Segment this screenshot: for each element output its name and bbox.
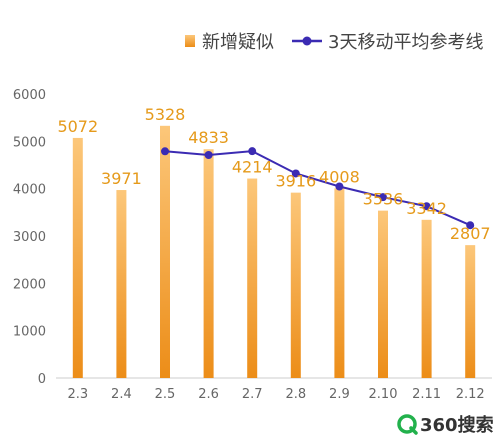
legend: 新增疑似 3天移动平均参考线 <box>185 32 483 53</box>
bar-value-label: 3342 <box>406 199 447 218</box>
x-tick-label: 2.4 <box>111 387 132 402</box>
bar <box>203 149 214 378</box>
y-axis: 0 1000 2000 3000 4000 5000 6000 <box>13 88 46 387</box>
bar-value-label: 2807 <box>450 224 491 243</box>
x-tick-label: 2.10 <box>369 387 398 402</box>
legend-bar-swatch <box>185 35 195 47</box>
x-tick-label: 2.7 <box>242 387 263 402</box>
bar-value-label: 4833 <box>188 128 229 147</box>
360-search-logo-icon <box>397 414 418 435</box>
y-tick-label: 0 <box>38 372 46 387</box>
bar-series <box>72 125 476 378</box>
bar-value-label: 3536 <box>363 190 404 209</box>
y-tick-label: 4000 <box>13 183 46 198</box>
bar <box>72 137 83 378</box>
bar <box>116 190 127 378</box>
y-tick-label: 1000 <box>13 325 46 340</box>
moving-average-point <box>204 151 213 160</box>
bar-value-label: 3971 <box>101 169 142 188</box>
x-tick-label: 2.9 <box>329 387 350 402</box>
moving-average-point <box>466 221 475 230</box>
bar <box>334 188 345 378</box>
y-tick-label: 6000 <box>13 88 46 103</box>
brand-text: 360搜索 <box>420 414 494 436</box>
legend-line-marker <box>302 36 312 46</box>
x-tick-label: 2.6 <box>198 387 219 402</box>
x-tick-label: 2.12 <box>456 387 485 402</box>
bar <box>465 245 476 378</box>
x-tick-label: 2.3 <box>67 387 88 402</box>
bar <box>160 125 170 378</box>
bar <box>247 178 258 378</box>
bar <box>290 192 301 378</box>
moving-average-point <box>379 193 387 202</box>
moving-average-point <box>291 169 300 178</box>
bar-value-label: 3916 <box>275 172 316 191</box>
x-tick-label: 2.11 <box>412 387 441 402</box>
bar-value-label: 4008 <box>319 167 360 186</box>
bar-value-label: 4214 <box>232 158 273 177</box>
x-axis: 2.3 2.4 2.5 2.6 2.7 2.8 2.9 2.10 2.11 2.12 <box>56 377 492 402</box>
moving-average-line <box>164 150 471 227</box>
moving-average-point <box>248 147 257 156</box>
legend-bar-label: 新增疑似 <box>202 32 274 53</box>
bar-value-label: 5072 <box>57 117 98 136</box>
y-tick-label: 3000 <box>13 230 46 245</box>
y-tick-label: 5000 <box>13 135 46 150</box>
line-series <box>161 147 475 230</box>
legend-line-label: 3天移动平均参考线 <box>328 32 483 53</box>
moving-average-point <box>422 202 431 211</box>
x-tick-label: 2.8 <box>285 387 306 402</box>
x-tick-label: 2.5 <box>155 387 176 402</box>
bar-value-label: 5328 <box>145 105 186 124</box>
brand: 360搜索 <box>397 414 494 436</box>
bar <box>378 210 388 378</box>
y-tick-label: 2000 <box>13 277 46 292</box>
bar <box>421 219 432 378</box>
moving-average-point <box>161 147 169 156</box>
moving-average-point <box>335 182 344 191</box>
